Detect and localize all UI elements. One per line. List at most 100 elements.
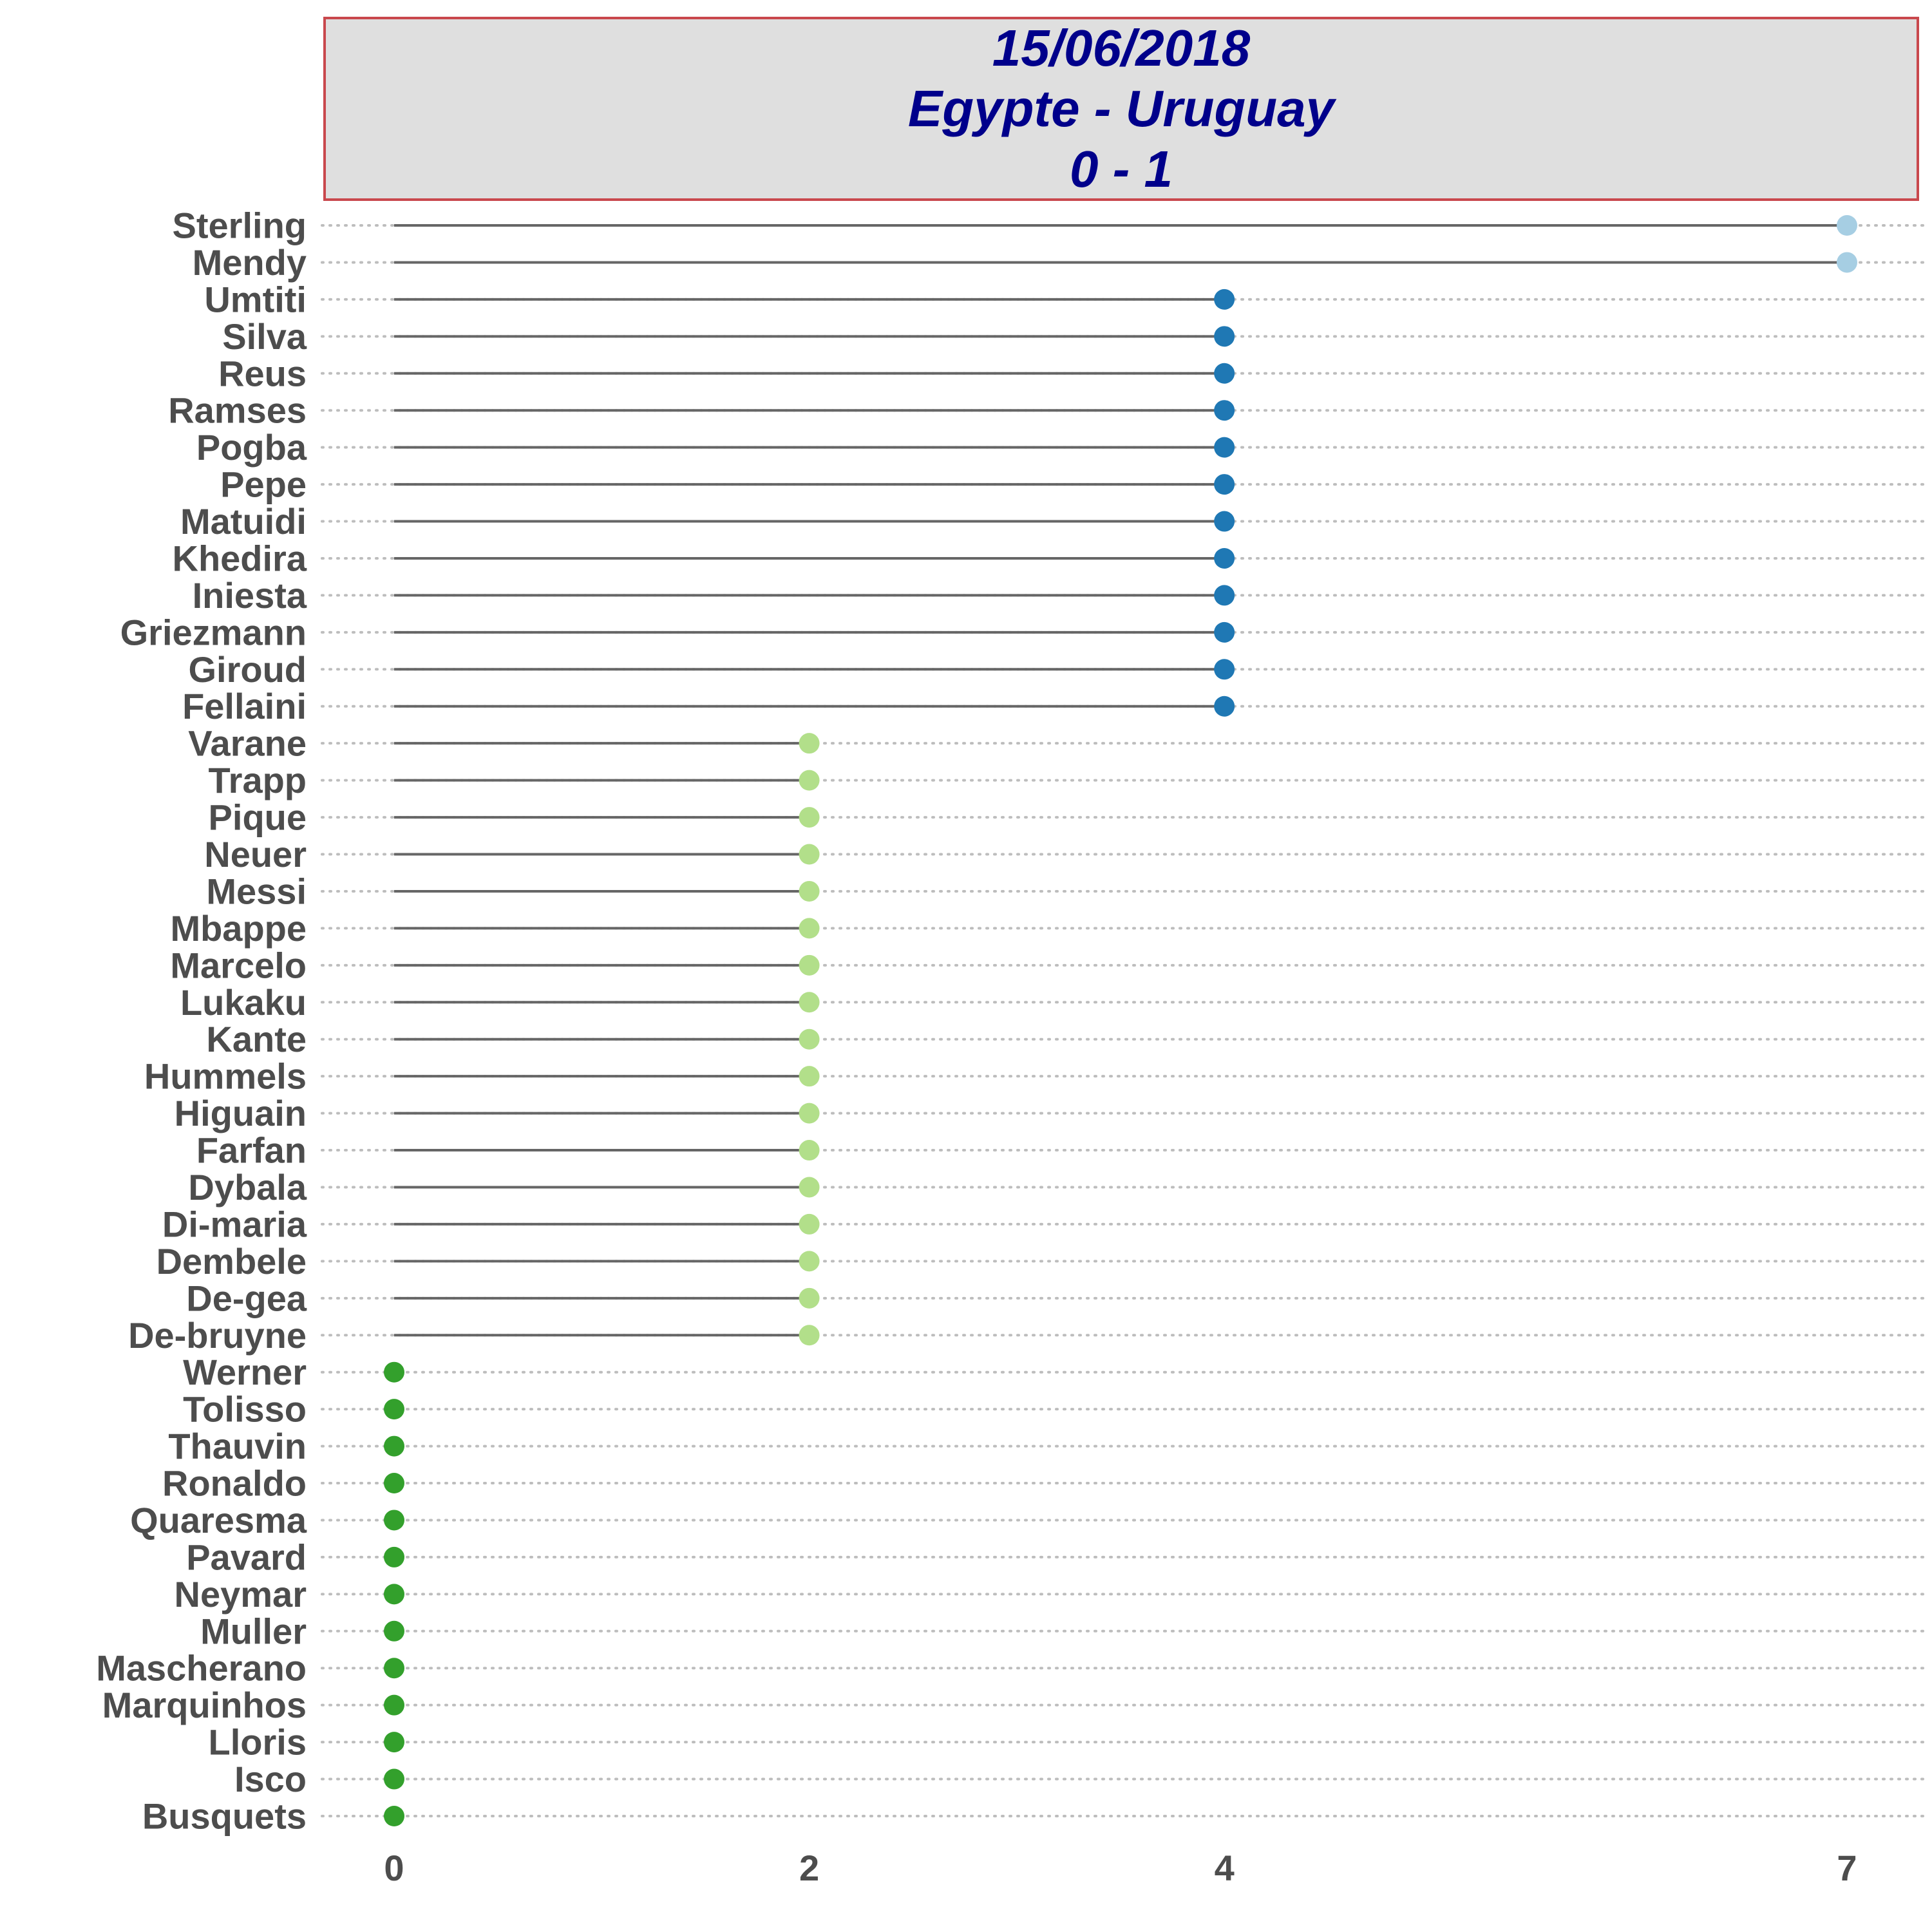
- y-label-isco: Isco: [234, 1759, 307, 1799]
- title-match: Egypte - Uruguay: [907, 80, 1335, 137]
- y-label-trapp: Trapp: [209, 760, 307, 800]
- y-label-higuain: Higuain: [175, 1093, 307, 1133]
- point-pavard: [384, 1546, 404, 1567]
- points: [384, 215, 1857, 1826]
- y-label-muller: Muller: [200, 1611, 307, 1651]
- point-khedira: [1214, 547, 1235, 569]
- y-label-reus: Reus: [218, 353, 307, 393]
- y-label-werner: Werner: [183, 1352, 307, 1392]
- y-label-iniesta: Iniesta: [193, 575, 307, 616]
- y-label-kante: Kante: [206, 1019, 307, 1059]
- y-label-varane: Varane: [188, 723, 307, 764]
- y-label-ronaldo: Ronaldo: [162, 1463, 307, 1504]
- y-label-ramses: Ramses: [168, 390, 307, 431]
- point-thauvin: [384, 1435, 404, 1457]
- y-label-fellaini: Fellaini: [182, 686, 307, 726]
- point-farfan: [799, 1140, 820, 1161]
- point-messi: [799, 880, 820, 902]
- point-hummels: [799, 1066, 820, 1087]
- y-label-neuer: Neuer: [204, 834, 307, 875]
- y-label-dembele: Dembele: [156, 1241, 307, 1282]
- point-pique: [799, 807, 820, 828]
- point-fellaini: [1214, 696, 1235, 717]
- point-lloris: [384, 1732, 404, 1753]
- point-de-gea: [799, 1287, 820, 1309]
- y-label-de-bruyne: De-bruyne: [128, 1315, 307, 1356]
- y-label-messi: Messi: [206, 871, 307, 911]
- point-sterling: [1837, 215, 1857, 236]
- y-label-matuidi: Matuidi: [180, 501, 307, 542]
- y-label-de-gea: De-gea: [186, 1278, 307, 1318]
- y-label-pavard: Pavard: [186, 1537, 307, 1577]
- point-mendy: [1837, 252, 1857, 273]
- point-mbappe: [799, 918, 820, 939]
- y-label-umtiti: Umtiti: [204, 279, 307, 319]
- y-label-giroud: Giroud: [188, 649, 307, 690]
- y-label-di-maria: Di-maria: [162, 1204, 307, 1244]
- point-higuain: [799, 1103, 820, 1124]
- point-ramses: [1214, 400, 1235, 421]
- y-label-marcelo: Marcelo: [170, 945, 307, 985]
- point-isco: [384, 1768, 404, 1790]
- x-tick-0: 0: [384, 1848, 404, 1888]
- y-label-pogba: Pogba: [196, 427, 307, 468]
- point-de-bruyne: [799, 1325, 820, 1346]
- y-label-lukaku: Lukaku: [180, 982, 307, 1023]
- y-label-dybala: Dybala: [188, 1167, 307, 1208]
- point-busquets: [384, 1806, 404, 1826]
- point-reus: [1214, 363, 1235, 384]
- point-quaresma: [384, 1510, 404, 1531]
- y-label-mendy: Mendy: [193, 242, 307, 283]
- point-silva: [1214, 326, 1235, 347]
- y-label-thauvin: Thauvin: [168, 1426, 307, 1466]
- y-label-sterling: Sterling: [173, 205, 307, 246]
- point-griezmann: [1214, 621, 1235, 643]
- stems: [394, 224, 1847, 1337]
- y-label-silva: Silva: [222, 316, 307, 357]
- point-pepe: [1214, 474, 1235, 495]
- y-label-griezmann: Griezmann: [120, 612, 307, 652]
- x-axis-labels: 0 2 4 7: [384, 1848, 1857, 1888]
- point-mascherano: [384, 1658, 404, 1679]
- y-label-mascherano: Mascherano: [96, 1648, 307, 1689]
- y-label-lloris: Lloris: [209, 1722, 307, 1763]
- y-label-pique: Pique: [209, 797, 307, 838]
- point-muller: [384, 1620, 404, 1642]
- title-date: 15/06/2018: [992, 19, 1251, 77]
- point-dembele: [799, 1251, 820, 1272]
- x-tick-2: 2: [799, 1848, 819, 1888]
- y-label-farfan: Farfan: [196, 1130, 307, 1171]
- point-di-maria: [799, 1213, 820, 1235]
- point-iniesta: [1214, 585, 1235, 606]
- point-umtiti: [1214, 289, 1235, 310]
- point-ronaldo: [384, 1473, 404, 1494]
- y-label-pepe: Pepe: [220, 464, 307, 505]
- y-label-marquinhos: Marquinhos: [102, 1685, 307, 1725]
- point-marcelo: [799, 954, 820, 976]
- y-label-tolisso: Tolisso: [183, 1389, 307, 1430]
- point-giroud: [1214, 659, 1235, 680]
- point-dybala: [799, 1177, 820, 1198]
- title-score: 0 - 1: [1069, 140, 1173, 198]
- y-label-khedira: Khedira: [173, 538, 307, 578]
- point-neymar: [384, 1584, 404, 1605]
- y-label-hummels: Hummels: [144, 1056, 307, 1097]
- point-matuidi: [1214, 511, 1235, 532]
- y-label-quaresma: Quaresma: [130, 1500, 307, 1540]
- point-neuer: [799, 844, 820, 865]
- chart-title-box: 15/06/2018 Egypte - Uruguay 0 - 1: [323, 17, 1919, 201]
- point-lukaku: [799, 992, 820, 1013]
- point-tolisso: [384, 1399, 404, 1420]
- y-label-neymar: Neymar: [175, 1574, 307, 1615]
- x-tick-7: 7: [1837, 1848, 1857, 1888]
- y-label-busquets: Busquets: [142, 1796, 307, 1837]
- point-trapp: [799, 770, 820, 791]
- point-werner: [384, 1361, 404, 1383]
- point-kante: [799, 1028, 820, 1050]
- x-tick-4: 4: [1215, 1848, 1235, 1888]
- point-pogba: [1214, 437, 1235, 458]
- y-axis-labels: SterlingMendyUmtitiSilvaReusRamsesPogbaP…: [96, 205, 307, 1837]
- y-label-mbappe: Mbappe: [170, 908, 307, 949]
- point-varane: [799, 733, 820, 754]
